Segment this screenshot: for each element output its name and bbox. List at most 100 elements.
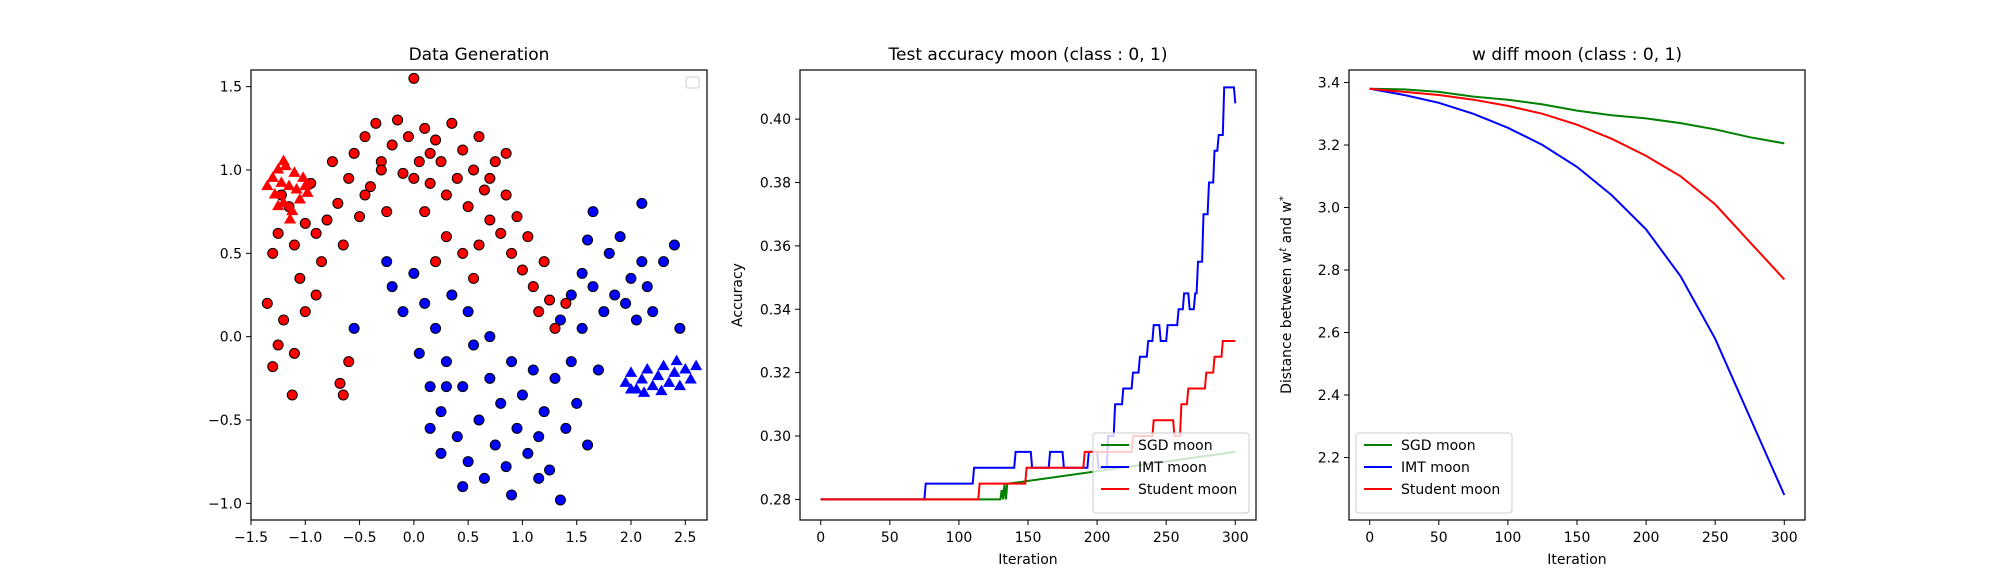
data-point	[500, 147, 512, 159]
data-point	[647, 306, 659, 318]
data-point	[392, 114, 404, 126]
data-point	[668, 366, 681, 377]
data-point	[614, 231, 626, 243]
data-point	[571, 397, 583, 409]
x-tick-label: 50	[881, 530, 899, 546]
data-point	[473, 131, 485, 143]
data-point	[637, 386, 651, 397]
y-tick-label: 2.4	[1318, 388, 1340, 404]
data-point	[527, 364, 539, 376]
data-point	[473, 239, 485, 251]
data-point	[457, 247, 469, 259]
x-tick-label: 50	[1430, 530, 1448, 546]
data-point	[297, 171, 310, 182]
y-tick-label: −0.5	[208, 413, 242, 429]
data-point	[408, 72, 420, 84]
y-tick-label: 3.0	[1318, 201, 1340, 217]
x-tick-label: 100	[1495, 530, 1522, 546]
data-point	[538, 256, 550, 268]
subplot-2: Test accuracy moon (class : 0, 1) 0 50 100 1…	[730, 45, 1257, 568]
data-point	[299, 306, 311, 318]
data-point	[288, 166, 301, 177]
data-point	[334, 377, 346, 389]
subplot-1: Data Generation −1.5 −1.0 −0.5 0.0 0.5 1.0 1.5 2…	[208, 45, 708, 546]
data-point	[267, 361, 279, 373]
y-tick-label: 2.6	[1318, 326, 1340, 342]
data-point	[354, 211, 366, 223]
data-point	[554, 314, 566, 326]
data-point	[288, 239, 300, 251]
chart-title: Data Generation	[409, 45, 550, 65]
data-point	[495, 227, 507, 239]
x-axis-label: Iteration	[1547, 552, 1606, 568]
data-point	[402, 131, 414, 143]
data-point	[440, 231, 452, 243]
legend-label: SGD moon	[1401, 438, 1476, 454]
data-point	[397, 306, 409, 318]
y-tick-label: 0.34	[760, 302, 791, 318]
data-point	[462, 306, 474, 318]
data-point	[424, 381, 436, 393]
data-point	[641, 363, 654, 374]
y-tick-label: 0.5	[220, 246, 242, 262]
data-point	[457, 144, 469, 156]
data-point	[446, 289, 458, 301]
y-tick-label: 0.30	[760, 429, 791, 445]
data-point	[468, 339, 480, 351]
data-point	[582, 439, 594, 451]
data-point	[435, 156, 447, 168]
data-point	[419, 122, 431, 134]
data-point	[635, 373, 648, 384]
data-point	[286, 389, 298, 401]
legend-label: IMT moon	[1138, 460, 1207, 476]
legend-label: IMT moon	[1401, 460, 1470, 476]
data-point	[468, 272, 480, 284]
data-point	[489, 439, 501, 451]
plot-area	[261, 72, 703, 506]
data-point	[435, 447, 447, 459]
data-point	[658, 256, 670, 268]
data-point	[549, 372, 561, 384]
data-point	[511, 211, 523, 223]
data-point	[343, 356, 355, 368]
data-point	[430, 322, 442, 334]
x-tick-label: 200	[1084, 530, 1111, 546]
data-point	[440, 381, 452, 393]
data-point	[343, 172, 355, 184]
x-tick-label: 200	[1633, 530, 1660, 546]
data-point	[408, 172, 420, 184]
data-point	[609, 289, 621, 301]
data-point	[560, 422, 572, 434]
data-point	[451, 431, 463, 443]
data-point	[446, 117, 458, 129]
legend-box	[685, 76, 700, 89]
data-point	[462, 201, 474, 213]
data-point	[430, 256, 442, 268]
chart-title: Test accuracy moon (class : 0, 1)	[888, 45, 1168, 65]
data-point	[435, 406, 447, 418]
data-point	[576, 267, 588, 279]
data-point	[316, 256, 328, 268]
data-point	[326, 156, 338, 168]
data-point	[408, 267, 420, 279]
x-tick-label: 0	[1365, 530, 1374, 546]
data-point	[364, 181, 376, 193]
data-point	[673, 379, 686, 391]
data-point	[299, 217, 311, 229]
data-point	[413, 156, 425, 168]
x-tick-label: 0	[816, 530, 825, 546]
data-point	[348, 322, 360, 334]
data-point	[478, 472, 490, 484]
legend-label: Student moon	[1401, 482, 1500, 498]
plot-area	[1369, 87, 1786, 496]
data-point	[268, 188, 281, 199]
data-point	[587, 281, 599, 293]
data-point	[424, 147, 436, 159]
data-point	[299, 179, 312, 191]
data-point	[261, 179, 274, 191]
data-point	[272, 163, 285, 174]
data-point	[587, 206, 599, 218]
x-tick-label: 0.0	[403, 530, 425, 546]
data-point	[495, 397, 507, 409]
